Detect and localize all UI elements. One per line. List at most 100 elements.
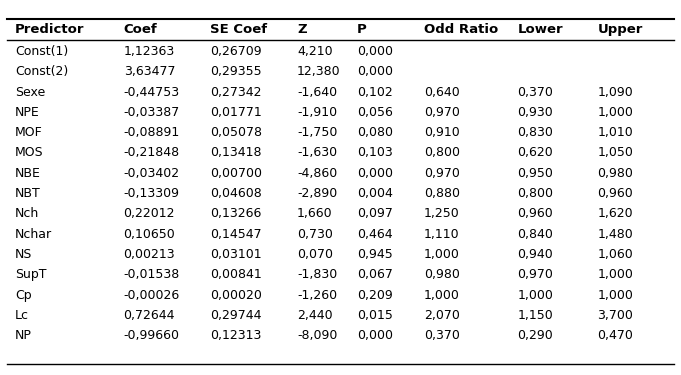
Text: SE Coef: SE Coef (210, 23, 268, 36)
Text: 1,000: 1,000 (597, 268, 633, 281)
Text: 0,000: 0,000 (357, 45, 393, 58)
Text: 0,880: 0,880 (424, 187, 460, 200)
Text: Upper: Upper (597, 23, 643, 36)
Text: 1,000: 1,000 (597, 106, 633, 119)
Text: 1,090: 1,090 (597, 86, 633, 99)
Text: NS: NS (15, 248, 32, 261)
Text: 4,210: 4,210 (297, 45, 333, 58)
Text: Const(2): Const(2) (15, 65, 68, 78)
Text: 0,04608: 0,04608 (210, 187, 262, 200)
Text: -0,01538: -0,01538 (123, 268, 180, 281)
Text: 0,056: 0,056 (357, 106, 393, 119)
Text: -1,750: -1,750 (297, 126, 338, 139)
Text: 0,22012: 0,22012 (123, 207, 175, 220)
Text: 0,840: 0,840 (518, 228, 553, 241)
Text: 0,000: 0,000 (357, 329, 393, 342)
Text: NPE: NPE (15, 106, 39, 119)
Text: 1,250: 1,250 (424, 207, 460, 220)
Text: 0,14547: 0,14547 (210, 228, 262, 241)
Text: 0,080: 0,080 (357, 126, 393, 139)
Text: 0,05078: 0,05078 (210, 126, 262, 139)
Text: 0,800: 0,800 (518, 187, 554, 200)
Text: 0,800: 0,800 (424, 147, 460, 159)
Text: 0,13266: 0,13266 (210, 207, 262, 220)
Text: 0,015: 0,015 (357, 309, 393, 322)
Text: 0,103: 0,103 (357, 147, 393, 159)
Text: -0,03402: -0,03402 (123, 167, 180, 180)
Text: Lc: Lc (15, 309, 29, 322)
Text: 0,12313: 0,12313 (210, 329, 262, 342)
Text: P: P (357, 23, 367, 36)
Text: Coef: Coef (123, 23, 157, 36)
Text: 1,050: 1,050 (597, 147, 633, 159)
Text: 1,110: 1,110 (424, 228, 460, 241)
Text: 0,004: 0,004 (357, 187, 393, 200)
Text: NP: NP (15, 329, 32, 342)
Text: 0,730: 0,730 (297, 228, 333, 241)
Text: 1,150: 1,150 (518, 309, 553, 322)
Text: 0,970: 0,970 (518, 268, 553, 281)
Text: Predictor: Predictor (15, 23, 84, 36)
Text: 1,000: 1,000 (597, 289, 633, 302)
Text: 0,980: 0,980 (424, 268, 460, 281)
Text: 3,63477: 3,63477 (123, 65, 175, 78)
Text: 1,060: 1,060 (597, 248, 633, 261)
Text: 0,00020: 0,00020 (210, 289, 262, 302)
Text: 0,370: 0,370 (424, 329, 460, 342)
Text: 0,10650: 0,10650 (123, 228, 175, 241)
Text: 1,480: 1,480 (597, 228, 633, 241)
Text: 0,910: 0,910 (424, 126, 460, 139)
Text: -1,830: -1,830 (297, 268, 337, 281)
Text: SupT: SupT (15, 268, 46, 281)
Text: -4,860: -4,860 (297, 167, 337, 180)
Text: 0,13418: 0,13418 (210, 147, 262, 159)
Text: 0,000: 0,000 (357, 65, 393, 78)
Text: 0,29744: 0,29744 (210, 309, 262, 322)
Text: 2,440: 2,440 (297, 309, 333, 322)
Text: NBT: NBT (15, 187, 41, 200)
Text: 0,464: 0,464 (357, 228, 393, 241)
Text: 2,070: 2,070 (424, 309, 460, 322)
Text: 0,067: 0,067 (357, 268, 393, 281)
Text: 12,380: 12,380 (297, 65, 340, 78)
Text: Odd Ratio: Odd Ratio (424, 23, 498, 36)
Text: 0,370: 0,370 (518, 86, 553, 99)
Text: -0,03387: -0,03387 (123, 106, 180, 119)
Text: Sexe: Sexe (15, 86, 45, 99)
Text: 0,620: 0,620 (518, 147, 553, 159)
Text: 0,830: 0,830 (518, 126, 553, 139)
Text: 0,72644: 0,72644 (123, 309, 175, 322)
Text: NBE: NBE (15, 167, 41, 180)
Text: -1,640: -1,640 (297, 86, 337, 99)
Text: 0,930: 0,930 (518, 106, 553, 119)
Text: 0,640: 0,640 (424, 86, 460, 99)
Text: MOF: MOF (15, 126, 43, 139)
Text: -0,99660: -0,99660 (123, 329, 180, 342)
Text: 1,620: 1,620 (597, 207, 633, 220)
Text: 0,03101: 0,03101 (210, 248, 262, 261)
Text: -1,260: -1,260 (297, 289, 337, 302)
Text: 3,700: 3,700 (597, 309, 633, 322)
Text: 1,000: 1,000 (424, 248, 460, 261)
Text: 0,000: 0,000 (357, 167, 393, 180)
Text: -2,890: -2,890 (297, 187, 337, 200)
Text: -0,00026: -0,00026 (123, 289, 180, 302)
Text: -0,44753: -0,44753 (123, 86, 180, 99)
Text: 1,000: 1,000 (518, 289, 553, 302)
Text: Const(1): Const(1) (15, 45, 68, 58)
Text: 0,945: 0,945 (357, 248, 393, 261)
Text: 0,00841: 0,00841 (210, 268, 262, 281)
Text: 0,00213: 0,00213 (123, 248, 175, 261)
Text: 0,970: 0,970 (424, 167, 460, 180)
Text: 0,950: 0,950 (518, 167, 553, 180)
Text: 0,27342: 0,27342 (210, 86, 262, 99)
Text: Cp: Cp (15, 289, 31, 302)
Text: 1,010: 1,010 (597, 126, 633, 139)
Text: 0,290: 0,290 (518, 329, 553, 342)
Text: -0,21848: -0,21848 (123, 147, 180, 159)
Text: Z: Z (297, 23, 306, 36)
Text: -0,08891: -0,08891 (123, 126, 180, 139)
Text: Nch: Nch (15, 207, 39, 220)
Text: 0,970: 0,970 (424, 106, 460, 119)
Text: Lower: Lower (518, 23, 563, 36)
